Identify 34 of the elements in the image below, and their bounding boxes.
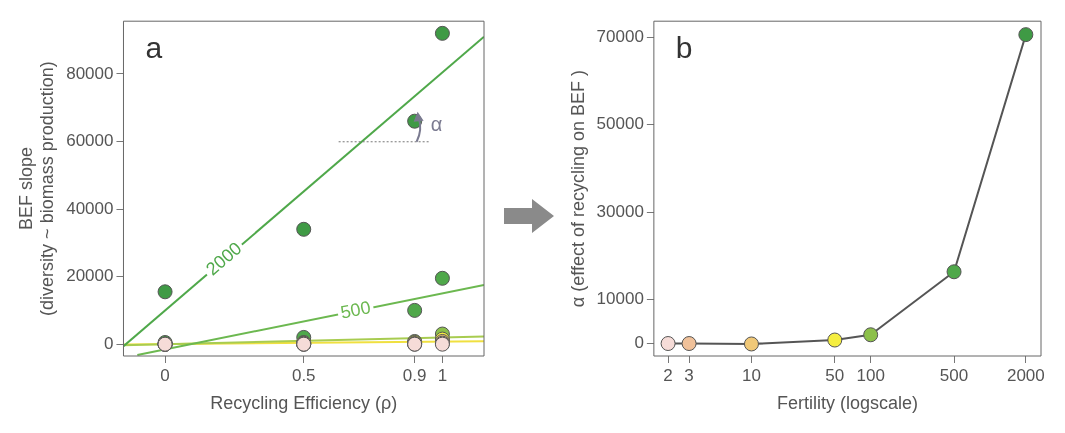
x-axis-title: Recycling Efficiency (ρ) <box>210 393 398 414</box>
x-tick-label: 2 <box>663 365 673 385</box>
point <box>157 284 173 300</box>
chart-title: b <box>675 31 693 65</box>
x-tick-label: 3 <box>684 365 694 385</box>
x-tick-label: 0 <box>160 365 170 385</box>
x-tick-label: 1 <box>437 365 448 385</box>
y-tick-label: 80000 <box>66 63 114 83</box>
y-tick-label: 20000 <box>66 266 114 286</box>
x-tick-label: 50 <box>825 365 845 385</box>
point <box>434 25 450 41</box>
y-tick-label: 40000 <box>66 198 114 218</box>
point <box>296 221 312 237</box>
y-tick-label: 60000 <box>66 131 114 151</box>
x-tick-label: 0.5 <box>291 365 316 385</box>
y-tick-label: 30000 <box>596 201 644 221</box>
text: 500 <box>338 297 373 323</box>
y-tick-label: 70000 <box>596 26 644 46</box>
x-tick-label: 500 <box>939 365 969 385</box>
y-tick-label: 10000 <box>596 289 644 309</box>
y-tick-label: 50000 <box>596 114 644 134</box>
x-tick-label: 10 <box>741 365 761 385</box>
chart-title: a <box>145 31 163 65</box>
annotation: α <box>430 113 443 136</box>
x-tick-label: 100 <box>856 365 885 385</box>
x-tick-label: 0.9 <box>402 365 427 385</box>
x-tick-label: 2000 <box>1006 365 1045 385</box>
point <box>407 302 423 318</box>
point <box>434 270 450 286</box>
x-axis-title: Fertility (logscale) <box>776 393 918 414</box>
y-axis-title: BEF slope (diversity ~ biomass production) <box>15 61 58 316</box>
y-tick-label: 0 <box>634 333 644 353</box>
y-axis-title: α (effect of recycling on BEF ) <box>567 70 588 308</box>
y-tick-label: 0 <box>104 333 114 353</box>
